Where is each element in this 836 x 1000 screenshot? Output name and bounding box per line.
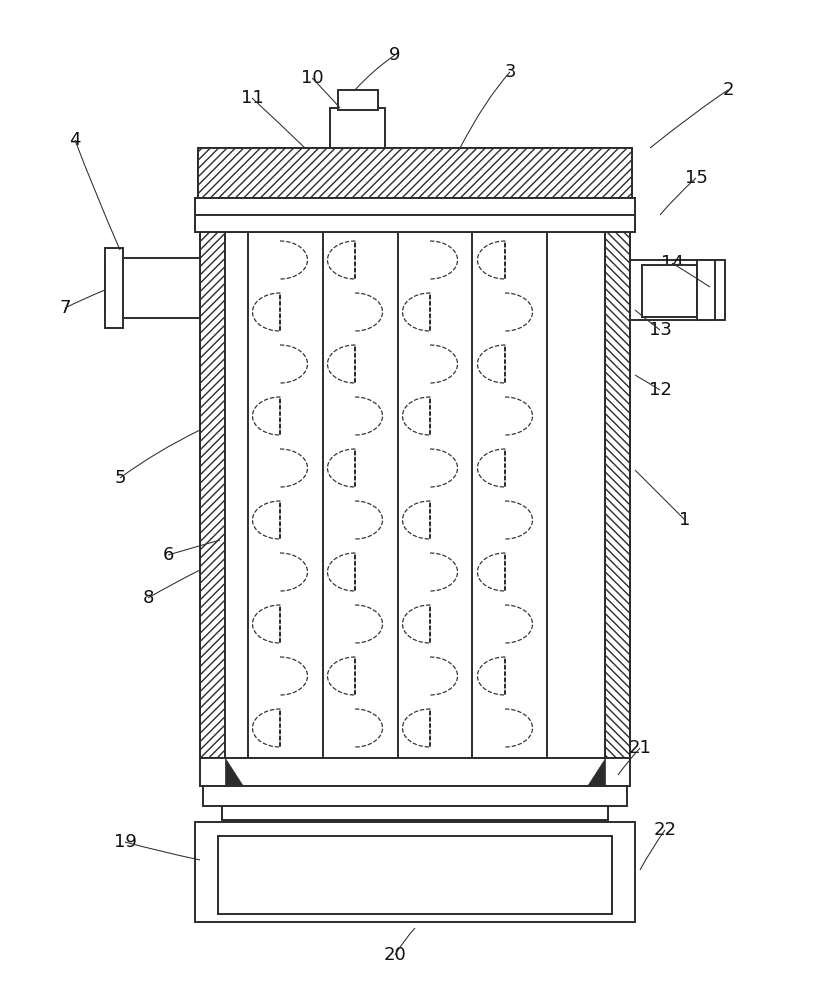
Text: 13: 13	[648, 321, 670, 339]
Text: 2: 2	[721, 81, 733, 99]
Text: 21: 21	[628, 739, 650, 757]
Bar	[641, 265, 696, 317]
Text: 12: 12	[648, 381, 670, 399]
Bar	[195, 198, 635, 215]
Bar	[104, 258, 200, 318]
Bar	[200, 155, 225, 758]
Bar	[338, 90, 378, 110]
Bar	[329, 108, 385, 148]
Bar	[195, 215, 635, 232]
Polygon shape	[586, 758, 604, 786]
Bar	[203, 786, 626, 806]
Text: 9: 9	[389, 46, 400, 64]
Bar	[604, 155, 630, 758]
Text: 11: 11	[240, 89, 263, 107]
Text: 7: 7	[59, 299, 71, 317]
Bar	[195, 822, 635, 922]
Text: 15: 15	[684, 169, 706, 187]
Text: 14: 14	[660, 254, 683, 272]
Text: 6: 6	[162, 546, 174, 564]
Text: 5: 5	[114, 469, 125, 487]
Bar	[198, 148, 631, 198]
Bar	[104, 248, 123, 328]
Text: 4: 4	[69, 131, 80, 149]
Bar	[217, 836, 611, 914]
Text: 10: 10	[300, 69, 323, 87]
Bar	[222, 806, 607, 820]
Text: 1: 1	[679, 511, 690, 529]
Text: 3: 3	[503, 63, 515, 81]
Bar	[630, 260, 724, 320]
Text: 19: 19	[114, 833, 136, 851]
Text: 8: 8	[142, 589, 154, 607]
Polygon shape	[225, 758, 242, 786]
Text: 22: 22	[653, 821, 675, 839]
Text: 20: 20	[383, 946, 406, 964]
Bar	[696, 260, 714, 320]
Bar	[200, 758, 630, 786]
